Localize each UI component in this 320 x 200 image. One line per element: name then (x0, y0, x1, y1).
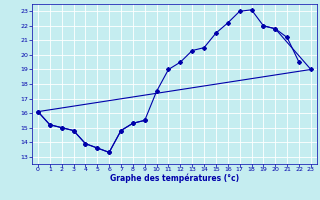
X-axis label: Graphe des températures (°c): Graphe des températures (°c) (110, 174, 239, 183)
